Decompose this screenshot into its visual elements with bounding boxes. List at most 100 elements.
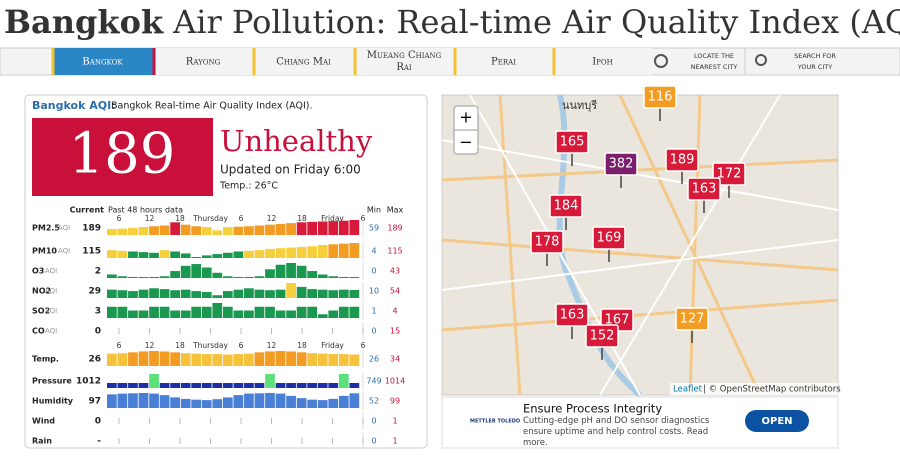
row-name: Humidity [32,397,74,406]
ad-button[interactable] [745,410,809,432]
history-bar [107,274,117,278]
history-bar [212,354,223,366]
history-bar [233,354,244,366]
aqi-marker[interactable] [555,130,589,154]
history-bar [317,221,328,235]
history-bar [170,310,180,318]
history-bar [349,277,360,278]
row-unit: AQI [45,327,57,335]
history-bar [117,393,128,408]
history-bar [254,352,265,366]
history-bar [180,289,191,298]
history-bar [159,225,170,235]
row-name: Pressure [32,377,72,386]
row-min: 26 [369,355,379,364]
attribution-bg [670,383,838,395]
row-unit: AQI [45,267,57,275]
row-current: 115 [82,247,101,257]
row-current: 26 [88,355,101,365]
history-bar [338,395,349,408]
history-bar [170,290,180,298]
history-bar [338,276,349,278]
time-label: 12 [267,341,277,350]
aqi-marker[interactable] [592,226,626,250]
min-header: Min [367,206,381,215]
aqi-marker[interactable] [643,85,677,109]
aqi-marker[interactable] [712,162,746,186]
leaflet-link[interactable]: Leaflet [673,385,703,395]
nav-tab[interactable] [153,48,253,75]
history-bar [159,306,170,318]
history-bar [296,286,307,298]
history-bar [170,383,180,388]
history-bar [275,248,286,258]
history-bar [138,277,149,278]
nav-tab[interactable] [553,48,652,75]
aqi-marker[interactable] [585,324,619,348]
history-bar [244,383,254,388]
row-name: PM10 [32,247,57,256]
time-label: Thursday [192,214,228,223]
row-min: 59 [369,224,379,233]
nav-tab[interactable] [454,48,553,75]
nav-tab[interactable] [52,48,153,75]
history-bar [117,228,128,235]
history-bar [328,221,339,235]
history-bar [286,351,296,366]
history-bar [107,289,117,298]
row-name: Temp. [32,355,59,364]
search-link[interactable]: SEARCH FOR YOUR CITY [794,52,836,71]
history-bar [107,306,117,318]
nav-tab[interactable] [354,48,454,75]
history-bar [296,352,307,366]
history-bar [107,383,117,388]
row-name: PM2.5 [32,224,60,233]
marker-value: 163 [692,182,717,197]
aqi-marker[interactable] [687,177,721,201]
aqi-marker[interactable] [665,148,699,172]
history-bar [201,291,212,298]
history-bar [201,354,212,366]
page-title: Bangkok Air Pollution: Real-time Air Qual… [4,3,900,41]
aqi-marker[interactable] [604,152,638,176]
history-bar [244,226,254,235]
history-bar [275,223,286,235]
aqi-marker[interactable] [549,194,583,218]
zoom-out[interactable]: − [459,133,472,152]
history-bar [149,252,159,258]
row-name: Wind [32,417,55,426]
history-bar [317,244,328,258]
locate-link[interactable]: LOCATE THE NEAREST CITY [691,52,738,71]
history-bar [170,251,180,258]
panel-subheading: Bangkok Real-time Air Quality Index (AQI… [111,101,313,112]
nav-tab-label: Perai [491,57,516,68]
nav-tab[interactable] [253,48,354,75]
aqi-marker[interactable] [675,307,709,331]
history-bar [128,251,138,258]
row-unit: AQI [45,307,57,315]
history-bar [201,255,212,258]
history-bar [233,395,244,408]
history-bar [128,383,138,388]
aqi-marker[interactable] [530,230,564,254]
history-bar [244,310,254,318]
aqi-status: Unhealthy [220,124,373,158]
history-bar [149,374,159,388]
ad-title: Ensure Process Integrity [523,402,662,416]
row-max: 115 [387,247,402,256]
aqi-marker[interactable] [555,303,589,327]
history-bar [307,289,318,298]
history-bar [222,354,233,366]
history-bar [180,310,191,318]
row-current: 3 [95,307,101,317]
history-bar [191,264,202,278]
history-bar [265,351,275,366]
history-bar [222,306,233,318]
history-bar [286,247,296,258]
history-bar [254,225,265,235]
zoom-in[interactable]: + [459,108,472,127]
time-label: Friday [321,214,344,223]
history-bar [117,250,128,258]
history-bar [138,351,149,366]
history-bar [201,400,212,408]
